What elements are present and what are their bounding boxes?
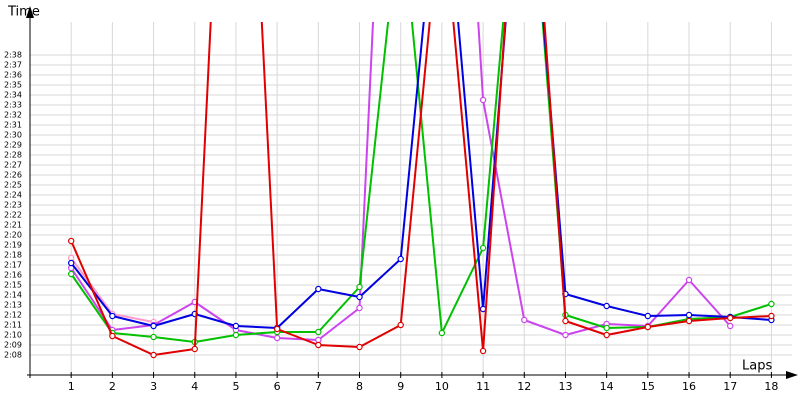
series-line [70, 22, 731, 341]
x-tick-label: 10 [435, 380, 449, 393]
x-axis-label: Laps [742, 359, 772, 374]
y-tick-label: 2:20 [4, 231, 22, 240]
y-tick-label: 2:27 [4, 161, 22, 170]
y-tick-label: 2:08 [4, 351, 22, 360]
point-marker [603, 302, 610, 310]
y-tick-label: 2:23 [4, 201, 22, 210]
point-marker [150, 322, 157, 330]
point-marker [315, 285, 322, 293]
point-marker [150, 351, 157, 359]
y-tick-label: 2:19 [4, 241, 22, 250]
y-tick-label: 2:29 [4, 141, 22, 150]
point-marker [315, 341, 322, 349]
y-tick-label: 2:12 [4, 311, 22, 320]
point-marker [727, 314, 734, 322]
y-tick-label: 2:30 [4, 131, 22, 140]
y-tick-label: 2:13 [4, 301, 22, 310]
x-tick-label: 18 [764, 380, 778, 393]
y-tick-label: 2:17 [4, 261, 22, 270]
point-marker [356, 293, 363, 301]
y-tick-label: 2:34 [4, 91, 22, 100]
point-marker [562, 317, 569, 325]
y-tick-label: 2:15 [4, 281, 22, 290]
point-marker [109, 332, 116, 340]
y-tick-label: 2:21 [4, 221, 22, 230]
x-tick-label: 11 [476, 380, 490, 393]
y-tick-label: 2:16 [4, 271, 22, 280]
x-tick-label: 12 [517, 380, 531, 393]
point-marker [562, 331, 569, 339]
x-tick-label: 4 [191, 380, 198, 393]
y-tick-label: 2:22 [4, 211, 22, 220]
y-tick-label: 2:38 [4, 51, 22, 60]
y-tick-label: 2:14 [4, 291, 22, 300]
point-marker [356, 304, 363, 312]
point-marker [644, 323, 652, 331]
y-tick-label: 2:09 [4, 341, 22, 350]
x-tick-label: 8 [356, 380, 363, 393]
x-tick-label: 17 [723, 380, 737, 393]
x-tick-label: 7 [315, 380, 322, 393]
x-tick-label: 15 [641, 380, 655, 393]
x-tick-label: 3 [150, 380, 157, 393]
series-line [70, 22, 772, 329]
point-marker [685, 311, 693, 319]
point-marker [438, 329, 446, 337]
y-tick-label: 2:10 [4, 331, 22, 340]
x-tick-label: 2 [109, 380, 116, 393]
y-tick-label: 2:18 [4, 251, 22, 260]
point-marker [479, 96, 487, 104]
point-marker [67, 259, 75, 267]
point-marker [315, 328, 322, 336]
x-tick-label: 6 [274, 380, 281, 393]
point-marker [67, 237, 75, 245]
y-tick-label: 2:35 [4, 81, 22, 90]
y-tick-label: 2:28 [4, 151, 22, 160]
point-marker [479, 244, 487, 252]
y-tick-label: 2:32 [4, 111, 22, 120]
y-tick-label: 2:36 [4, 71, 22, 80]
point-marker [150, 333, 157, 341]
point-marker [273, 334, 281, 342]
y-axis-label: Time [7, 5, 40, 20]
point-marker [356, 283, 363, 291]
point-marker [109, 312, 116, 320]
x-axis-arrow [786, 371, 798, 379]
point-marker [191, 345, 198, 353]
point-marker [67, 270, 75, 278]
point-marker [232, 322, 240, 330]
point-marker [685, 276, 693, 284]
y-tick-label: 2:11 [4, 321, 22, 330]
x-tick-label: 14 [600, 380, 614, 393]
point-marker [521, 316, 528, 324]
point-marker [232, 331, 240, 339]
point-marker [397, 255, 404, 263]
point-marker [768, 312, 775, 320]
y-tick-label: 2:26 [4, 171, 22, 180]
point-marker [479, 347, 487, 355]
x-tick-label: 1 [68, 380, 75, 393]
point-marker [356, 343, 363, 351]
y-tick-label: 2:37 [4, 61, 22, 70]
y-tick-label: 2:33 [4, 101, 22, 110]
x-tick-label: 16 [682, 380, 696, 393]
point-marker [603, 331, 610, 339]
x-tick-label: 13 [558, 380, 572, 393]
point-marker [644, 312, 652, 320]
y-axis-arrow [26, 6, 34, 18]
point-marker [685, 317, 693, 325]
y-tick-label: 2:24 [4, 191, 22, 200]
x-tick-label: 5 [232, 380, 239, 393]
point-marker [727, 322, 734, 330]
x-tick-label: 9 [397, 380, 404, 393]
series-line [70, 22, 772, 356]
point-marker [397, 321, 404, 329]
y-tick-label: 2:25 [4, 181, 22, 190]
point-marker [768, 300, 775, 308]
point-marker [273, 325, 281, 333]
y-tick-label: 2:31 [4, 121, 22, 130]
point-marker [603, 324, 610, 332]
